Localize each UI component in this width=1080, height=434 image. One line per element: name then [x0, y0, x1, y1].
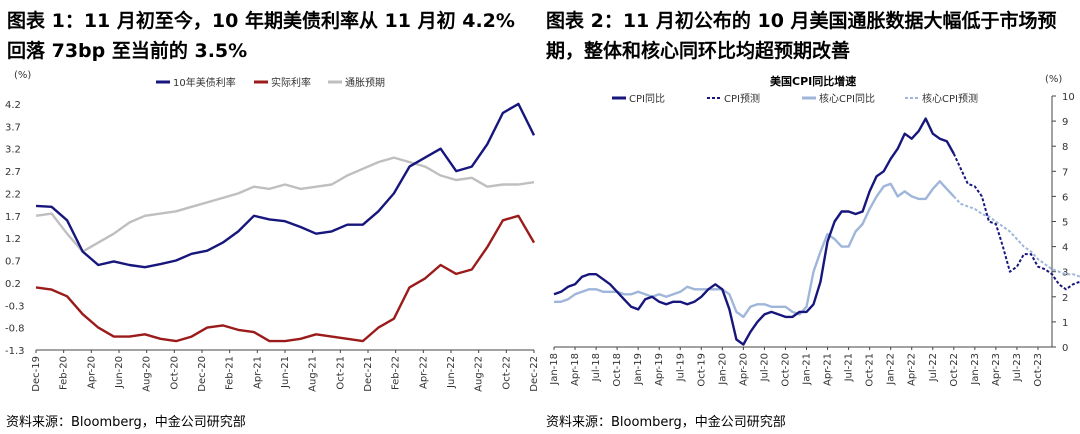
- y-tick-label: 4.2: [5, 100, 21, 111]
- x-tick-label: Jul-23: [1012, 353, 1023, 382]
- x-tick-label: Jun-20: [114, 356, 125, 389]
- x-tick-label: Oct-21: [335, 356, 346, 390]
- legend-label-real: 实际利率: [271, 76, 311, 89]
- x-tick-label: Oct-21: [865, 353, 876, 387]
- x-tick-label: Jan-19: [633, 353, 644, 386]
- y-unit-label: (%): [14, 70, 31, 81]
- legend-label-core: 核心CPI同比: [819, 92, 875, 105]
- x-tick-label: Jul-18: [591, 353, 602, 382]
- y-tick-label: 6: [1062, 192, 1068, 203]
- y-tick-label: 10: [1062, 92, 1075, 103]
- legend-label-10y: 10年美债利率: [173, 76, 236, 89]
- x-tick-label: Apr-22: [418, 356, 429, 389]
- x-tick-label: Jul-21: [844, 353, 855, 382]
- y-axis-ticks: 4.2 3.7 3.2 2.7 2.2 1.7 1.2 0.7 0.2 -0.3 -0.8 -1.3: [5, 100, 25, 357]
- chart-panel-right: 图表 2：11 月初公布的 10 月美国通胀数据大幅低于市场预期，整体和核心同环…: [540, 0, 1080, 434]
- chart-rates: (%) 10年美债利率 实际利率 通胀预期 4.2 3.7 3.2 2.7 2.2 1.7…: [5, 70, 540, 392]
- x-tick-label: Oct-23: [1033, 353, 1044, 387]
- source-note: 资料来源：Bloomberg，中金公司研究部: [546, 415, 786, 430]
- y-tick-label: 5: [1062, 218, 1068, 229]
- y-tick-label: 2.2: [5, 189, 21, 200]
- x-tick-label: Dec-22: [529, 356, 540, 392]
- y-tick-label: 0.7: [5, 257, 21, 268]
- y-unit-label: (%): [1045, 74, 1062, 85]
- x-tick-label: Apr-22: [907, 353, 918, 386]
- x-tick-label: Jul-20: [759, 353, 770, 382]
- legend-label-breakeven: 通胀预期: [345, 77, 385, 89]
- y-tick-label: -1.3: [5, 346, 25, 357]
- x-tick-label: Oct-20: [780, 353, 791, 387]
- x-tick-label: Apr-18: [570, 353, 581, 386]
- y-tick-label: 1.7: [5, 212, 21, 223]
- x-tick-label: Aug-22: [474, 356, 485, 392]
- x-tick-label: Jun-22: [446, 356, 457, 389]
- figure-title: 图表 1：11 月初至今，10 年期美债利率从 11 月初 4.2% 回落 73…: [7, 10, 515, 62]
- series-line-2: [35, 156, 535, 253]
- y-tick-label: 3.7: [5, 122, 21, 133]
- x-tick-label: Jan-21: [802, 353, 813, 386]
- x-tick-label: Aug-21: [308, 356, 319, 392]
- x-tick-label: Oct-22: [949, 353, 960, 387]
- legend-label-cpi: CPI同比: [629, 93, 665, 105]
- x-tick-label: Feb-21: [225, 356, 236, 390]
- x-axis-ticks: Jan-18 Apr-18 Jul-18 Oct-18 Jan-19 Apr-19 Jul-…: [549, 347, 1044, 387]
- x-tick-label: Dec-20: [197, 356, 208, 392]
- x-tick-label: Apr-23: [991, 353, 1002, 386]
- y-tick-label: 2.7: [5, 167, 21, 178]
- source-note: 资料来源：Bloomberg，中金公司研究部: [6, 415, 246, 430]
- y-tick-label: -0.3: [5, 301, 25, 312]
- x-tick-label: Jul-19: [675, 353, 686, 382]
- legend-label-cpi-forecast: CPI预测: [724, 92, 760, 105]
- y-tick-label: 1: [1062, 318, 1068, 329]
- y-tick-label: 1.2: [5, 234, 21, 245]
- x-tick-label: Jul-22: [928, 353, 939, 382]
- x-tick-label: Jan-18: [549, 353, 560, 386]
- x-tick-label: Jan-20: [717, 353, 728, 386]
- series-line-1: [35, 214, 536, 343]
- series-line-1: [952, 153, 1080, 291]
- x-tick-label: Apr-21: [252, 356, 263, 389]
- x-tick-label: Apr-20: [738, 353, 749, 386]
- y-tick-label: -0.8: [5, 324, 25, 335]
- x-tick-label: Jan-23: [970, 353, 981, 386]
- x-tick-label: Oct-22: [501, 356, 512, 390]
- y-tick-label: 0.2: [5, 279, 21, 290]
- x-tick-label: Apr-20: [86, 356, 97, 389]
- x-tick-label: Dec-21: [363, 356, 374, 392]
- chart-panel-left: 图表 1：11 月初至今，10 年期美债利率从 11 月初 4.2% 回落 73…: [5, 10, 540, 430]
- series-line-2: [554, 180, 955, 319]
- legend-label-core-forecast: 核心CPI预测: [922, 92, 978, 105]
- x-tick-label: Jun-21: [280, 356, 291, 389]
- y-tick-label: 3.2: [5, 145, 21, 156]
- series-line-0: [553, 117, 955, 346]
- y-tick-label: 8: [1062, 142, 1068, 153]
- x-axis-ticks: Dec-19 Feb-20 Apr-20 Jun-20 Aug-20 Oct-20 Dec-…: [31, 350, 540, 392]
- y-tick-label: 2: [1062, 293, 1068, 304]
- y-tick-label: 7: [1062, 167, 1068, 178]
- x-tick-label: Dec-19: [31, 356, 42, 392]
- x-tick-label: Oct-18: [612, 353, 623, 387]
- y-tick-label: 9: [1062, 117, 1068, 128]
- x-tick-label: Feb-22: [391, 356, 402, 390]
- series-lines: [35, 102, 536, 343]
- x-tick-label: Oct-19: [696, 353, 707, 387]
- legend: 10年美债利率 实际利率 通胀预期: [156, 76, 385, 89]
- x-tick-label: Aug-20: [142, 356, 153, 392]
- series-line-3: [953, 195, 1080, 278]
- series-line-0: [35, 102, 536, 269]
- x-tick-label: Feb-20: [59, 356, 70, 390]
- x-tick-label: Jan-22: [886, 353, 897, 386]
- legend: CPI同比 CPI预测 核心CPI同比 核心CPI预测: [612, 92, 978, 105]
- figure-title: 图表 2：11 月初公布的 10 月美国通胀数据大幅低于市场预期，整体和核心同环…: [546, 10, 1057, 62]
- x-tick-label: Oct-20: [169, 356, 180, 390]
- chart-title: 美国CPI同比增速: [770, 74, 856, 88]
- chart-cpi: 美国CPI同比增速 (%) CPI同比 CPI预测 核心CPI同比 核心CPI预…: [549, 74, 1080, 387]
- series-lines: [553, 117, 1080, 346]
- x-tick-label: Apr-21: [823, 353, 834, 386]
- x-tick-label: Apr-19: [654, 353, 665, 386]
- y-tick-label: 0: [1062, 343, 1068, 354]
- y-tick-label: 4: [1062, 243, 1068, 254]
